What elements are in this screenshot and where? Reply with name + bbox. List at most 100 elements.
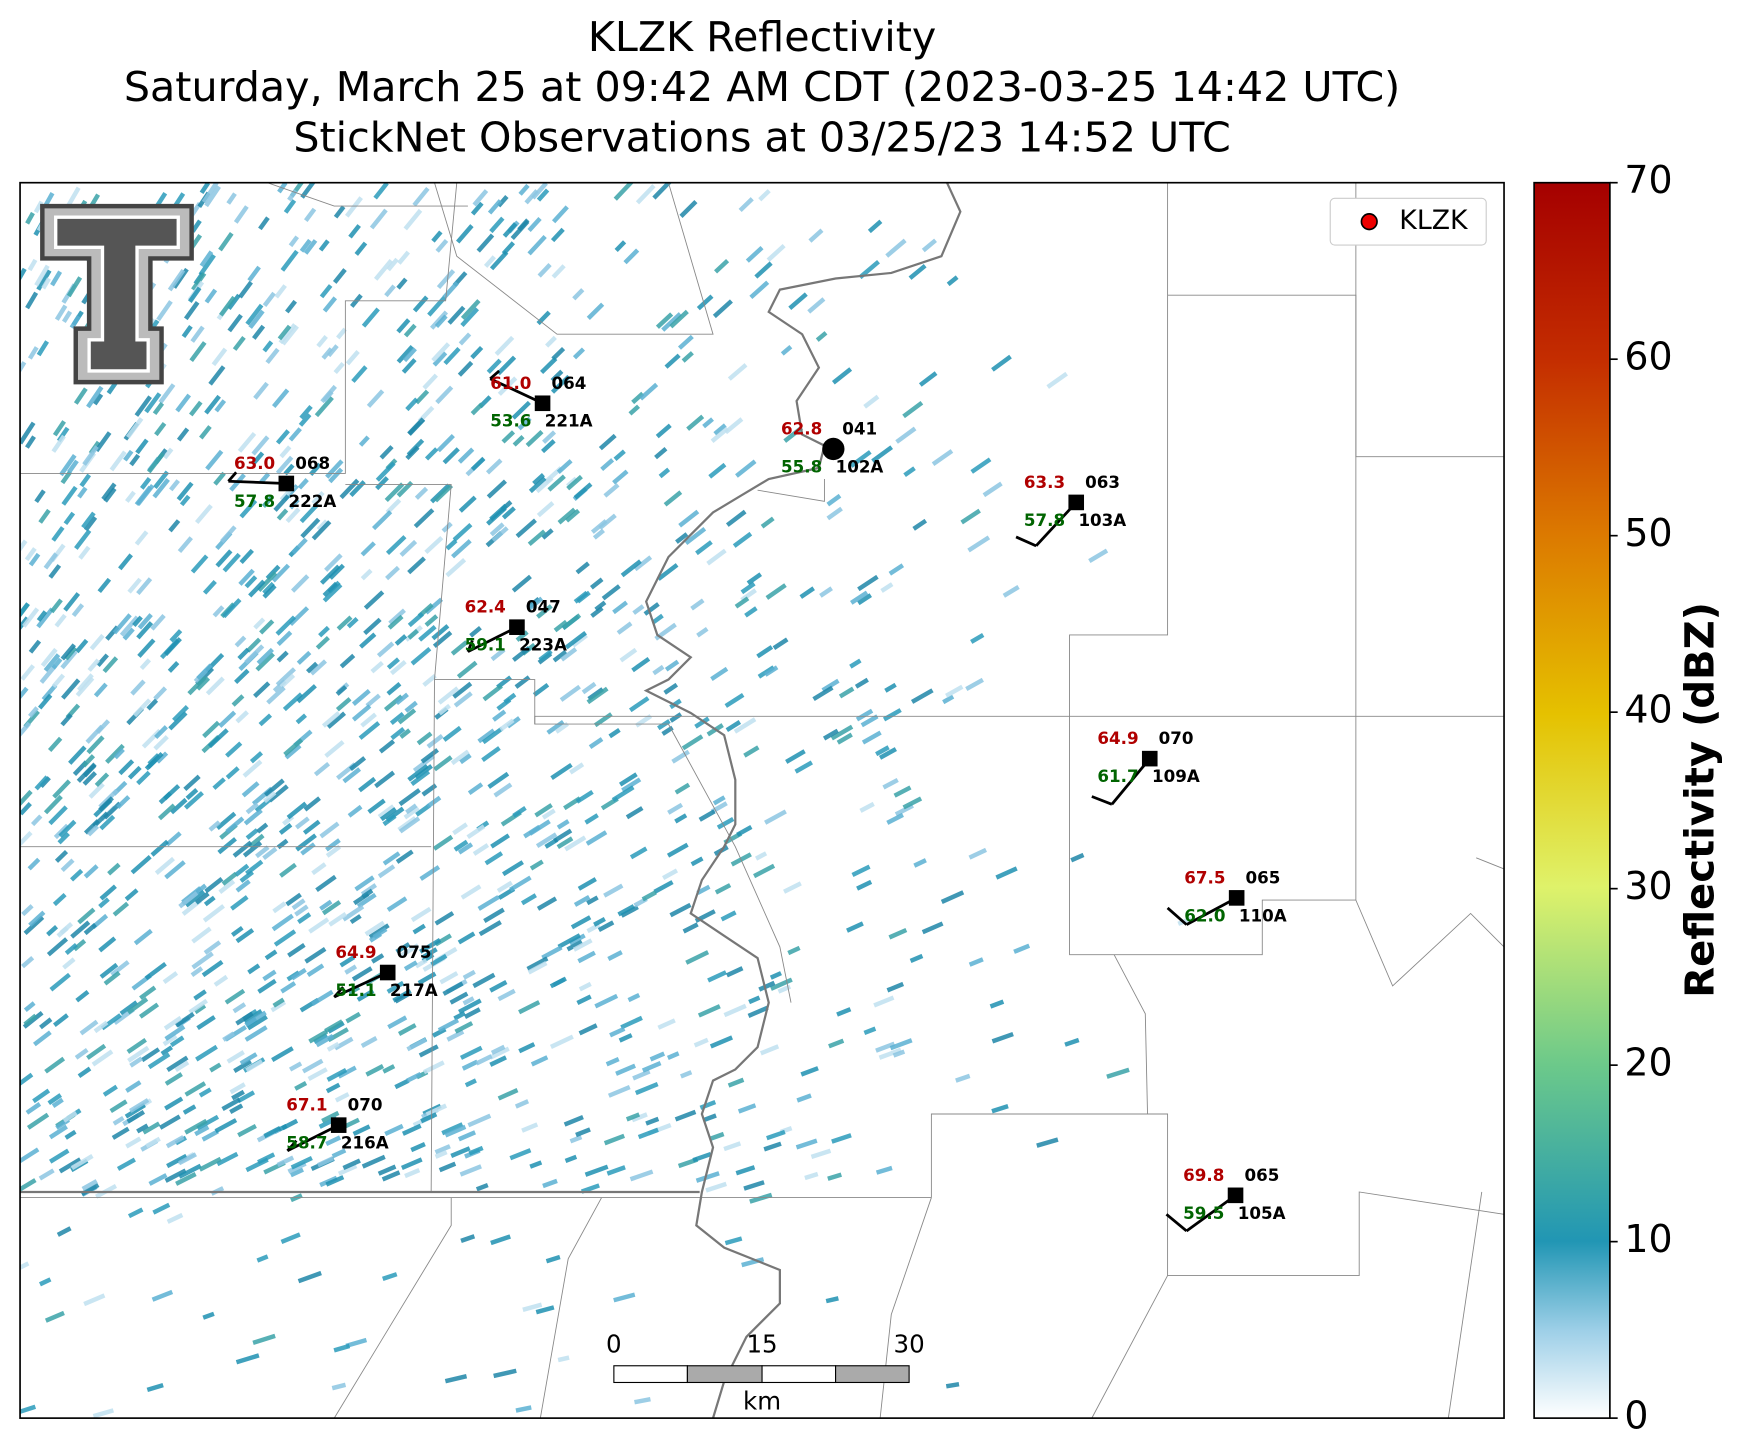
obs-code: 047 [526, 597, 561, 617]
echo [669, 698, 682, 710]
echo [136, 621, 154, 640]
echo [112, 613, 132, 635]
echo [695, 540, 713, 556]
echo [316, 1156, 335, 1168]
echo [437, 1018, 460, 1033]
echo [727, 1077, 745, 1088]
echo [509, 875, 532, 892]
echo [333, 1343, 351, 1353]
echo [172, 267, 189, 289]
echo [226, 192, 237, 205]
echo [552, 649, 568, 663]
echo [27, 346, 39, 360]
echo [446, 1029, 465, 1042]
echo [991, 1103, 1009, 1114]
echo [243, 808, 263, 826]
echo [443, 346, 461, 365]
echo [167, 268, 186, 292]
echo [77, 907, 96, 925]
echo [755, 851, 768, 861]
echo [280, 249, 299, 272]
echo [541, 945, 563, 960]
echo [653, 880, 674, 894]
scale-tick: 30 [894, 1330, 925, 1359]
echo [47, 1093, 62, 1106]
echo [262, 846, 278, 861]
echo [319, 899, 333, 911]
echo [615, 1063, 636, 1076]
echo [492, 709, 507, 722]
echo [910, 688, 934, 704]
echo [770, 977, 793, 991]
echo [207, 728, 229, 749]
echo [280, 981, 297, 994]
echo [690, 598, 705, 611]
temperature: 62.4 [465, 597, 506, 617]
echo [61, 310, 73, 323]
echo [720, 910, 737, 922]
echo [242, 759, 263, 778]
obs-code: 065 [1244, 1165, 1279, 1185]
echo [303, 239, 318, 255]
echo [598, 513, 617, 530]
echo [177, 536, 193, 553]
echo [657, 563, 679, 581]
colorbar-tick-label: 10 [1624, 1217, 1672, 1261]
echo [382, 814, 397, 827]
temperature: 63.0 [234, 453, 275, 473]
echo [398, 816, 421, 834]
echo [403, 806, 420, 820]
echo [724, 692, 745, 708]
echo [175, 1171, 197, 1186]
echo [304, 947, 327, 964]
echo [564, 1154, 578, 1164]
echo [490, 1044, 506, 1055]
echo [512, 646, 531, 662]
echo [335, 685, 348, 696]
echo [162, 971, 179, 985]
echo [1013, 943, 1031, 954]
echo [30, 814, 43, 827]
echo [127, 577, 142, 594]
echo [553, 828, 573, 843]
echo [697, 1004, 721, 1018]
echo [255, 652, 275, 672]
echo [202, 1311, 215, 1320]
echo [968, 957, 984, 967]
echo [598, 433, 617, 451]
echo [826, 493, 842, 507]
echo [20, 789, 33, 807]
echo [828, 1038, 845, 1049]
echo [262, 581, 275, 595]
echo [532, 682, 550, 697]
echo [520, 893, 537, 906]
obs-code: 070 [1159, 728, 1194, 748]
echo [319, 564, 341, 585]
echo [118, 553, 133, 571]
echo [736, 825, 753, 837]
echo [410, 769, 431, 786]
echo [103, 970, 121, 986]
echo [162, 1034, 178, 1047]
echo [251, 435, 270, 456]
echo [377, 864, 396, 879]
echo [235, 1353, 260, 1365]
echo [51, 526, 65, 542]
echo [349, 756, 367, 771]
echo [426, 733, 444, 749]
wind-barb [489, 377, 544, 405]
echo [195, 1044, 218, 1062]
echo [300, 842, 316, 856]
echo [20, 721, 32, 738]
echo [351, 704, 372, 722]
echo [321, 711, 341, 728]
echo [334, 1092, 350, 1103]
echo [43, 653, 61, 672]
echo [965, 677, 984, 692]
echo [360, 541, 376, 557]
echo [162, 447, 174, 460]
echo [432, 834, 454, 851]
echo [846, 921, 864, 933]
echo [394, 634, 408, 646]
echo [158, 383, 176, 404]
